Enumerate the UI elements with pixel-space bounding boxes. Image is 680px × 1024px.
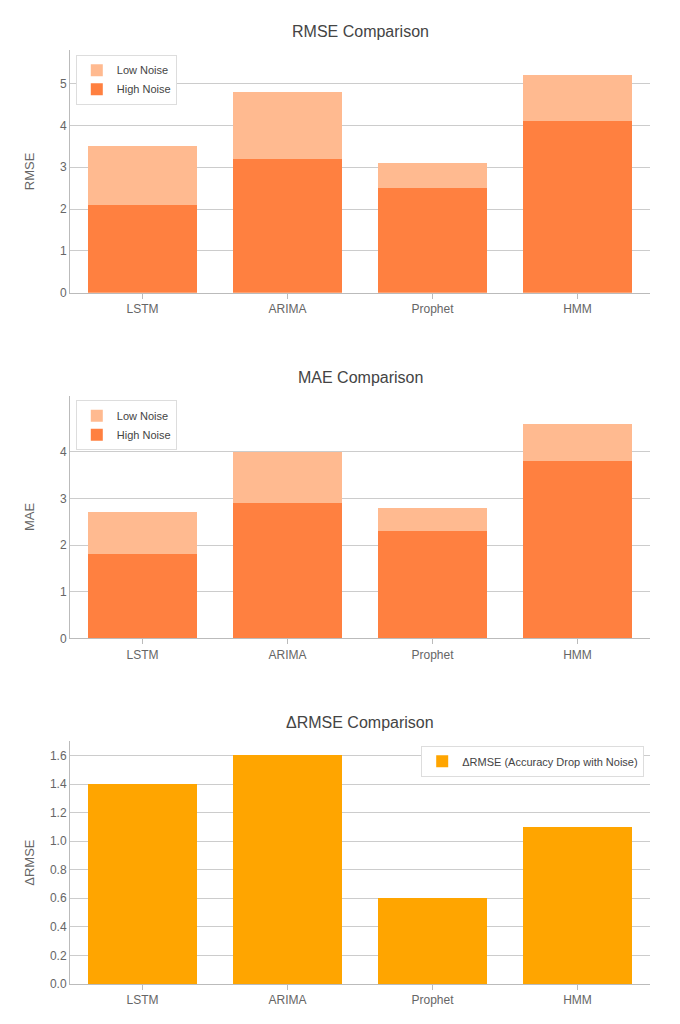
svg-text:0.2: 0.2 (50, 949, 67, 963)
svg-text:ΔRMSE (Accuracy Drop with Nois: ΔRMSE (Accuracy Drop with Noise) (462, 756, 637, 768)
svg-text:ARIMA: ARIMA (268, 302, 306, 316)
svg-text:5: 5 (60, 77, 67, 91)
svg-text:HMM: HMM (563, 993, 592, 1007)
svg-text:1.2: 1.2 (50, 806, 67, 820)
svg-text:High Noise: High Noise (117, 429, 171, 441)
svg-text:ARIMA: ARIMA (268, 648, 306, 662)
svg-text:1.0: 1.0 (50, 834, 67, 848)
svg-text:0.8: 0.8 (50, 863, 67, 877)
svg-text:1.6: 1.6 (50, 749, 67, 763)
svg-text:4: 4 (60, 445, 67, 459)
svg-text:1: 1 (60, 585, 67, 599)
svg-text:0.4: 0.4 (50, 920, 67, 934)
svg-text:ARIMA: ARIMA (268, 993, 306, 1007)
svg-text:Low Noise: Low Noise (117, 64, 168, 76)
svg-text:3: 3 (60, 160, 67, 174)
svg-text:1: 1 (60, 244, 67, 258)
svg-text:LSTM: LSTM (126, 302, 158, 316)
svg-text:RMSE Comparison: RMSE Comparison (292, 23, 429, 40)
svg-text:ΔRMSE: ΔRMSE (22, 839, 37, 886)
svg-text:HMM: HMM (563, 302, 592, 316)
svg-text:Prophet: Prophet (411, 993, 454, 1007)
svg-text:0: 0 (60, 632, 67, 646)
svg-text:0.6: 0.6 (50, 891, 67, 905)
svg-text:Prophet: Prophet (411, 302, 454, 316)
svg-text:Prophet: Prophet (411, 648, 454, 662)
svg-text:0: 0 (60, 286, 67, 300)
svg-text:4: 4 (60, 119, 67, 133)
svg-text:Low Noise: Low Noise (117, 410, 168, 422)
svg-text:LSTM: LSTM (126, 648, 158, 662)
svg-text:3: 3 (60, 492, 67, 506)
svg-text:2: 2 (60, 202, 67, 216)
svg-text:High Noise: High Noise (117, 83, 171, 95)
svg-text:LSTM: LSTM (126, 993, 158, 1007)
svg-text:2: 2 (60, 538, 67, 552)
svg-text:MAE Comparison: MAE Comparison (298, 369, 423, 386)
svg-text:RMSE: RMSE (22, 152, 37, 190)
svg-text:HMM: HMM (563, 648, 592, 662)
svg-text:MAE: MAE (22, 503, 37, 532)
svg-text:0.0: 0.0 (50, 977, 67, 991)
svg-text:1.4: 1.4 (50, 777, 67, 791)
svg-text:ΔRMSE Comparison: ΔRMSE Comparison (286, 714, 434, 731)
